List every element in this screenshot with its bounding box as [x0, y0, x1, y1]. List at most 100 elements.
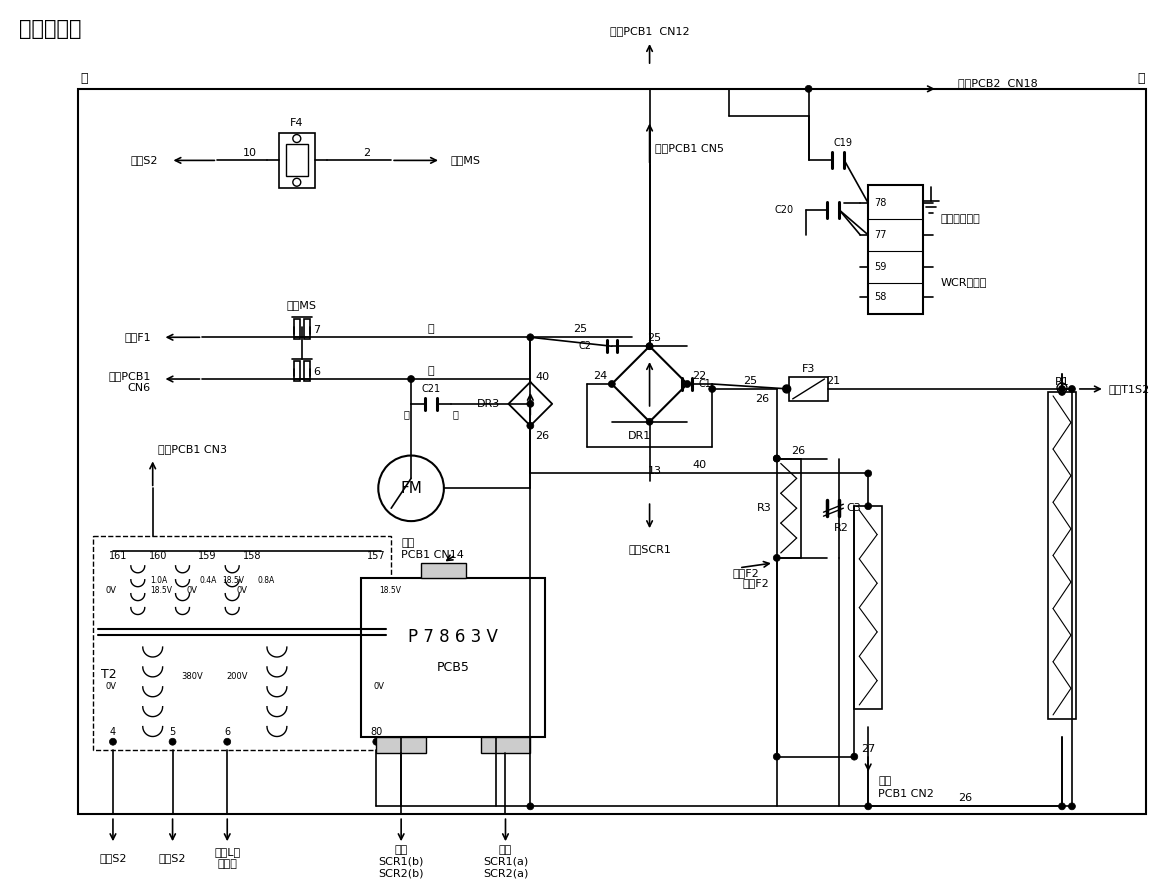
Text: 対応PCB1 CN3: 対応PCB1 CN3 [157, 444, 226, 453]
Bar [1048, 392, 1076, 719]
Text: 18.5V: 18.5V [379, 586, 401, 595]
Bar [377, 736, 426, 752]
Text: 40: 40 [693, 461, 707, 470]
Bar [855, 507, 883, 709]
Text: 红: 红 [428, 324, 434, 334]
Text: 对应PCB2  CN18: 对应PCB2 CN18 [957, 78, 1038, 88]
Text: 脉冲同期输出: 脉冲同期输出 [941, 214, 981, 224]
Circle shape [169, 738, 176, 745]
Text: 58: 58 [874, 292, 886, 301]
Bar [78, 88, 1146, 814]
Text: 5: 5 [169, 727, 176, 736]
Text: 18.5V: 18.5V [223, 576, 244, 585]
Circle shape [527, 803, 534, 810]
Text: 0.4A: 0.4A [199, 576, 217, 585]
Text: 対応L型
连接器: 対応L型 连接器 [215, 847, 240, 869]
Circle shape [1068, 385, 1075, 392]
Text: （风机板）: （风机板） [19, 19, 82, 39]
Bar [93, 536, 392, 750]
Text: 13: 13 [647, 467, 661, 476]
Text: 158: 158 [243, 551, 261, 561]
Circle shape [293, 179, 301, 187]
Circle shape [609, 380, 616, 387]
Bar [279, 133, 315, 188]
Circle shape [527, 423, 534, 430]
Text: 157: 157 [367, 551, 386, 561]
Text: PCB5: PCB5 [437, 660, 470, 674]
Text: 25: 25 [744, 376, 758, 386]
Circle shape [646, 343, 653, 350]
Text: 160: 160 [148, 551, 167, 561]
Circle shape [1059, 388, 1066, 395]
Text: DR3: DR3 [477, 399, 500, 409]
Text: 对应F2: 对应F2 [732, 568, 759, 578]
Text: 161: 161 [108, 551, 127, 561]
Circle shape [865, 803, 872, 810]
Text: 21: 21 [827, 376, 841, 386]
Circle shape [865, 470, 872, 476]
Text: F4: F4 [290, 118, 303, 127]
Text: 前: 前 [80, 72, 87, 86]
Text: DR1: DR1 [628, 431, 652, 440]
Text: C19: C19 [834, 139, 852, 149]
Text: 26: 26 [535, 431, 549, 440]
Text: 80: 80 [370, 727, 382, 736]
Text: 78: 78 [874, 198, 886, 208]
Circle shape [646, 343, 653, 350]
Text: 380V: 380V [182, 673, 203, 682]
Text: 26: 26 [792, 446, 806, 455]
Text: FM: FM [400, 481, 422, 496]
Text: 対応
SCR1(b)
SCR2(b): 対応 SCR1(b) SCR2(b) [379, 845, 424, 879]
Bar [304, 362, 310, 381]
Text: 4: 4 [110, 727, 115, 736]
Text: 0V: 0V [374, 682, 385, 691]
Circle shape [773, 455, 780, 462]
Circle shape [805, 86, 812, 92]
Circle shape [773, 554, 780, 561]
Bar [869, 186, 922, 315]
Text: 対応S2: 対応S2 [159, 853, 187, 863]
Text: 对应SCR1: 对应SCR1 [628, 544, 670, 554]
Text: 对应: 对应 [878, 776, 891, 787]
Circle shape [1059, 803, 1066, 810]
Circle shape [1068, 803, 1075, 810]
Circle shape [110, 738, 117, 745]
Text: 对应F1: 对应F1 [124, 332, 150, 342]
Text: 200V: 200V [226, 673, 248, 682]
Text: 对应MS: 对应MS [451, 156, 480, 165]
Bar [421, 563, 465, 578]
Text: 对应MS: 对应MS [287, 301, 317, 310]
Circle shape [851, 753, 858, 760]
Text: PCB1 CN2: PCB1 CN2 [878, 789, 934, 799]
Circle shape [373, 738, 380, 745]
Text: 159: 159 [198, 551, 217, 561]
Text: 24: 24 [592, 371, 607, 381]
Text: PCB1 CN14: PCB1 CN14 [401, 550, 464, 560]
Circle shape [527, 334, 534, 340]
Text: 0V: 0V [105, 586, 117, 595]
Text: 7: 7 [314, 325, 321, 335]
Text: 対応: 対応 [401, 538, 414, 548]
Text: 对应PCB1: 对应PCB1 [108, 371, 150, 381]
Text: C21: C21 [421, 384, 441, 394]
Text: 25: 25 [573, 324, 588, 334]
Circle shape [782, 385, 791, 392]
Bar [480, 736, 531, 752]
Text: 25: 25 [647, 333, 661, 343]
Text: 对应PCB1 CN5: 对应PCB1 CN5 [654, 143, 724, 154]
Bar [788, 377, 829, 400]
Circle shape [865, 503, 872, 510]
Text: 26: 26 [958, 793, 972, 804]
Text: 59: 59 [874, 262, 886, 271]
Text: 2: 2 [363, 149, 370, 158]
Bar [361, 578, 546, 736]
Circle shape [646, 418, 653, 425]
Circle shape [709, 385, 716, 392]
Circle shape [773, 753, 780, 760]
Text: 6: 6 [314, 367, 321, 377]
Text: C1: C1 [698, 379, 711, 389]
Text: 27: 27 [861, 743, 876, 754]
Text: 26: 26 [754, 394, 768, 404]
Bar [777, 459, 801, 558]
Text: 灰: 灰 [403, 408, 409, 419]
